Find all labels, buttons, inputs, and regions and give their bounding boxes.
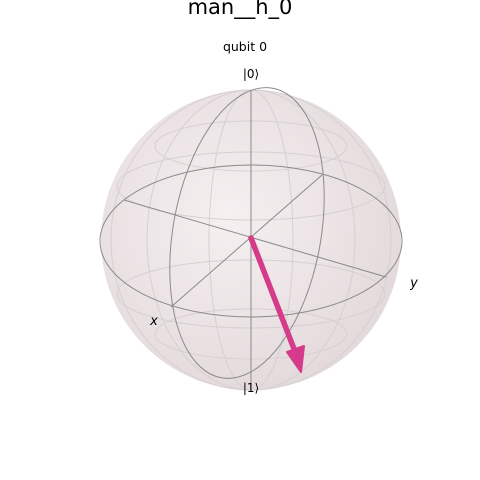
state-vector-shaft [248,235,299,357]
x-axis-label: x [149,314,158,329]
ket-zero-label: |0⟩ [243,67,259,81]
state-vector-arrow [248,235,305,373]
axis-line-x [170,174,323,308]
y-axis-label: y [409,276,418,291]
ket-one-label: |1⟩ [243,381,259,395]
axis-line-y [123,199,387,278]
figure-title: man__h_0 [188,0,293,20]
qubit-label: qubit 0 [223,39,267,54]
state-vector-head [286,345,305,373]
meridian-ring-xz [169,87,325,379]
